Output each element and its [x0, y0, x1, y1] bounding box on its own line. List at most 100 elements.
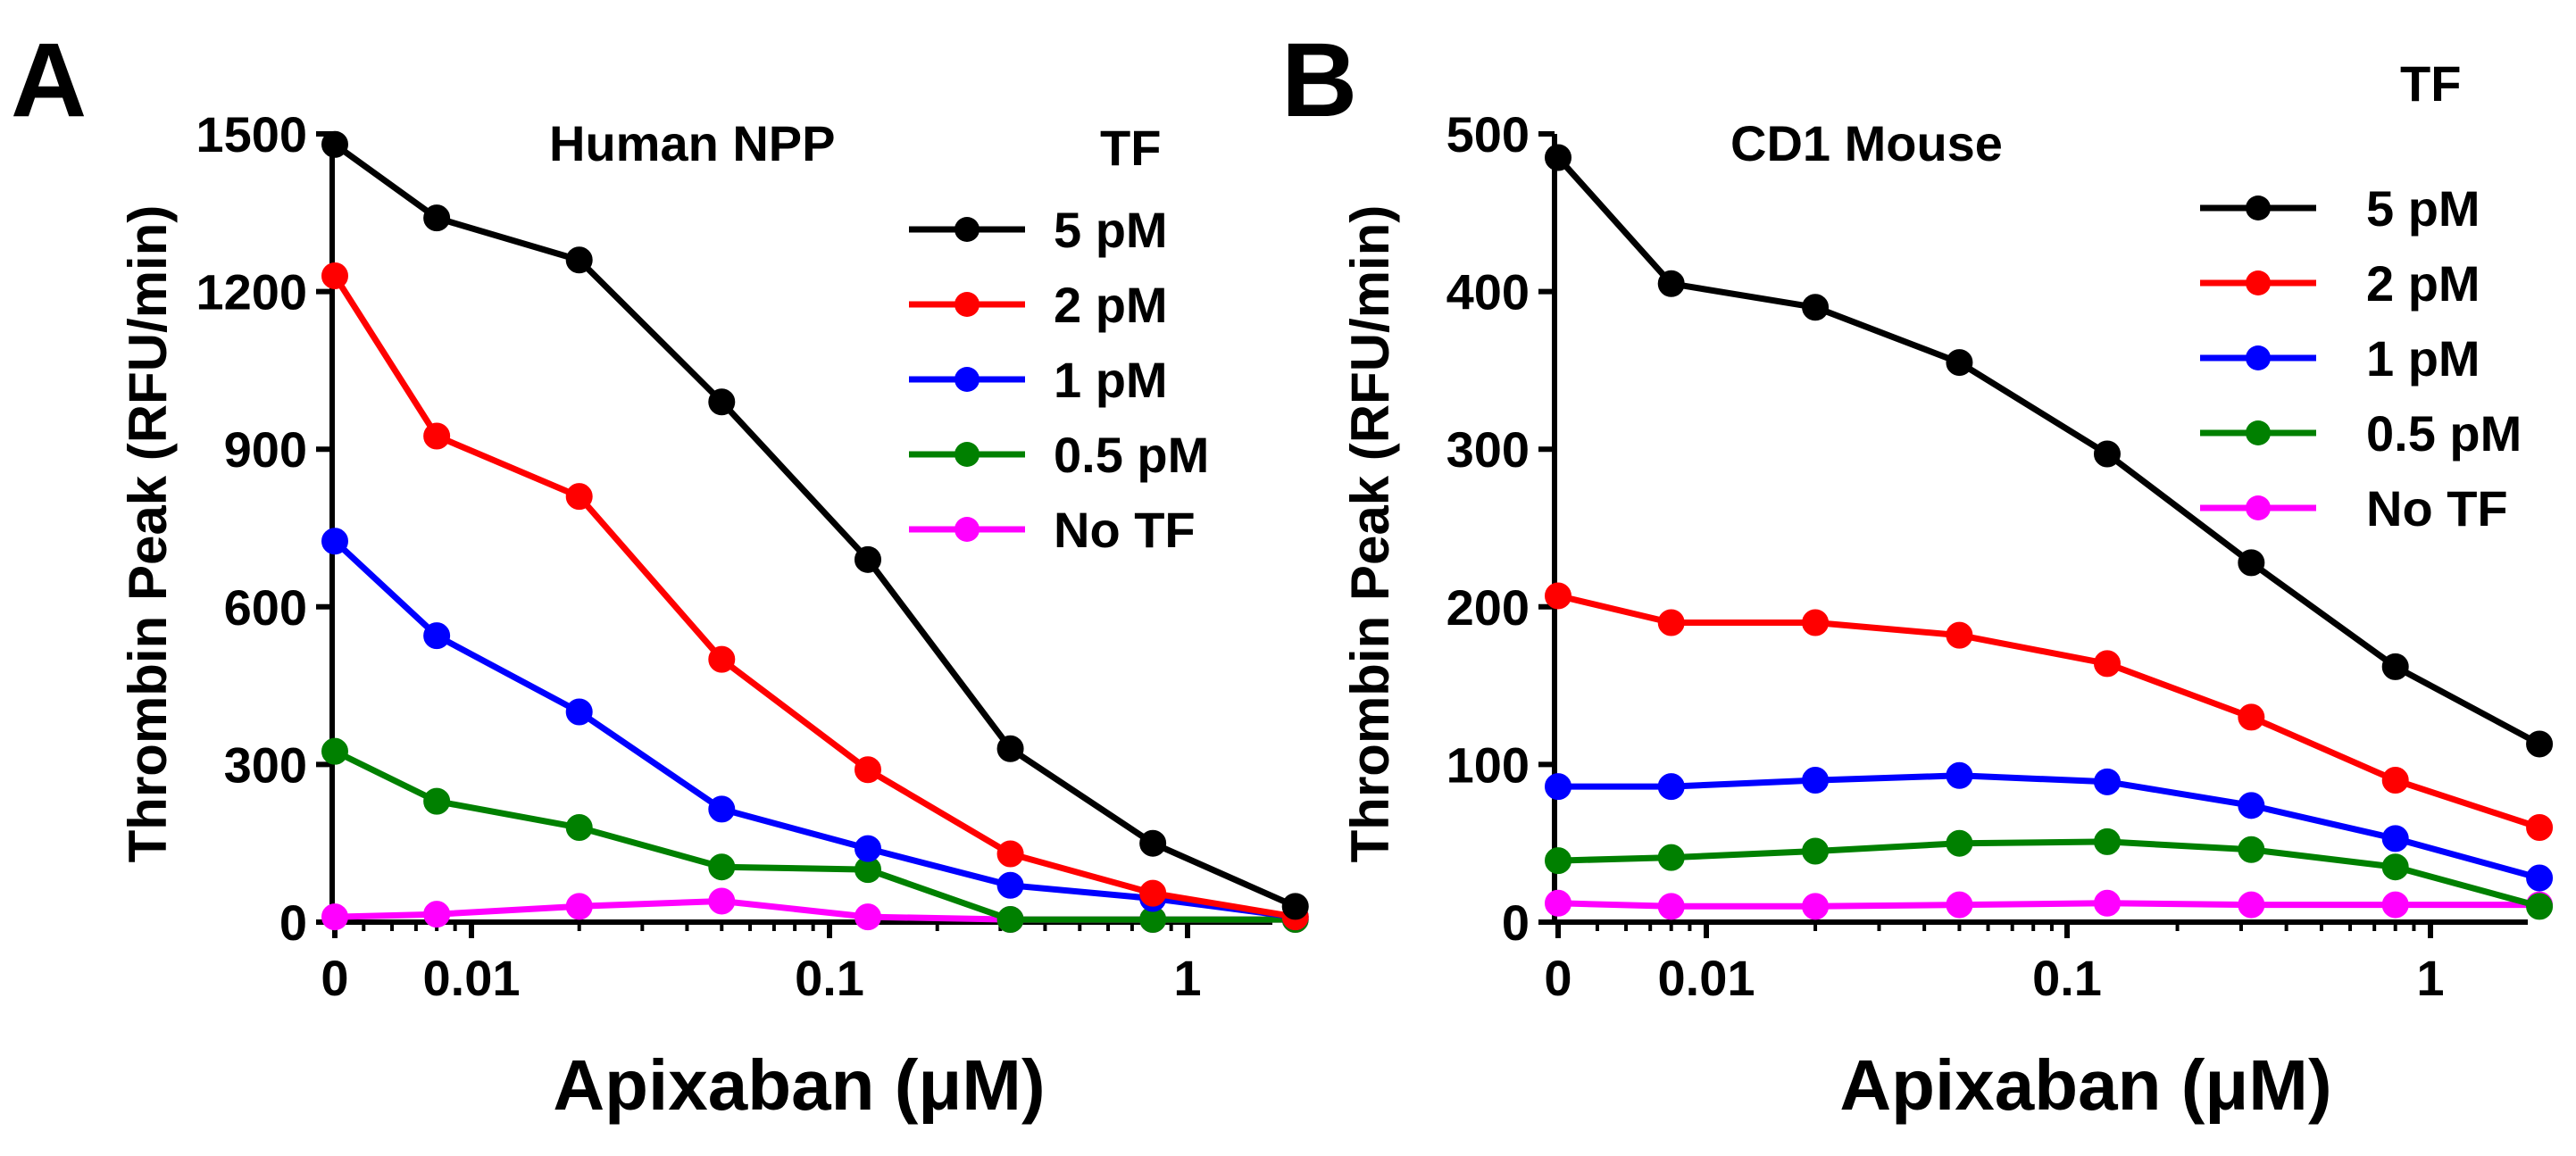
data-point	[2093, 440, 2121, 468]
legend-marker	[955, 517, 980, 542]
series-line	[1557, 838, 2541, 910]
data-point	[2526, 814, 2554, 842]
x-tick-label: 0	[1544, 950, 1571, 1006]
chart-title: Human NPP	[549, 115, 836, 171]
data-point	[565, 893, 593, 920]
data-point	[708, 388, 736, 416]
data-point	[321, 737, 348, 765]
data-point	[423, 622, 451, 650]
series-line	[1557, 592, 2541, 831]
data-point	[321, 903, 348, 931]
data-point	[1657, 844, 1685, 871]
data-point	[1802, 609, 1830, 636]
y-axis-label: Thrombin Peak (RFU/min)	[118, 205, 178, 863]
data-point	[996, 840, 1024, 868]
legend-label: No TF	[1054, 502, 1196, 558]
panel-letter: B	[1281, 21, 1357, 139]
data-point	[1545, 773, 1571, 801]
x-tick-label: 1	[2416, 950, 2444, 1006]
data-point	[1802, 893, 1830, 920]
data-point	[1657, 270, 1685, 297]
legend-marker	[2246, 195, 2271, 220]
data-point	[2238, 836, 2265, 863]
legend-label: No TF	[2366, 480, 2508, 536]
y-tick-label: 400	[1446, 264, 1530, 320]
data-point	[1802, 767, 1830, 794]
legend-label: 5 pM	[1054, 202, 1168, 258]
legend-marker	[955, 292, 980, 317]
x-axis-label: Apixaban (μM)	[1839, 1045, 2331, 1125]
data-point	[854, 545, 881, 573]
data-point	[1657, 773, 1685, 801]
series-group	[1545, 144, 2554, 920]
data-point	[321, 262, 348, 289]
data-point	[565, 246, 593, 274]
data-point	[2381, 853, 2409, 881]
data-point	[2093, 889, 2121, 917]
series-group	[321, 130, 1309, 934]
series-no-tf	[1545, 889, 2554, 920]
data-point	[2381, 653, 2409, 680]
data-point	[565, 814, 593, 842]
y-tick-label: 500	[1446, 106, 1530, 162]
y-tick-label: 200	[1446, 579, 1530, 636]
data-point	[708, 645, 736, 673]
data-point	[1946, 761, 1973, 789]
data-point	[1545, 144, 1571, 171]
legend: TF 5 pM 2 pM 1 pM 0.5 pM No TF	[2200, 55, 2522, 536]
data-point	[423, 422, 451, 450]
x-tick-label: 0.01	[1658, 950, 1755, 1006]
data-point	[1281, 893, 1309, 920]
data-point	[2238, 792, 2265, 819]
data-point	[423, 901, 451, 928]
legend-marker	[2246, 495, 2271, 520]
data-point	[1545, 582, 1571, 610]
legend-label: 2 pM	[2366, 255, 2480, 312]
legend-item: No TF	[2200, 480, 2508, 536]
data-point	[854, 903, 881, 931]
data-point	[565, 483, 593, 511]
data-point	[2238, 703, 2265, 731]
legend: TF 5 pM 2 pM 1 pM 0.5 pM No TF	[909, 120, 1209, 558]
data-point	[565, 698, 593, 726]
panel-letter: A	[11, 21, 87, 139]
data-point	[321, 130, 348, 158]
series-line	[333, 748, 1296, 923]
data-point	[2526, 730, 2554, 758]
data-point	[1802, 837, 1830, 865]
y-tick-label: 300	[224, 736, 307, 793]
data-point	[2381, 825, 2409, 852]
legend-marker	[2246, 345, 2271, 370]
legend-label: 1 pM	[1054, 352, 1168, 408]
y-tick-label: 600	[224, 579, 307, 636]
y-tick-label: 0	[279, 894, 307, 951]
legend-marker	[2246, 270, 2271, 295]
data-point	[2381, 767, 2409, 794]
y-axis-label: Thrombin Peak (RFU/min)	[1340, 205, 1400, 863]
panel-b: B CD1 Mouse 0 100 200 300 400 500 0 0.01 0.1 1 Throm…	[1281, 21, 2554, 1125]
legend-marker	[955, 367, 980, 392]
legend-item: 1 pM	[909, 352, 1168, 408]
series-line	[1555, 155, 2541, 747]
data-point	[1545, 847, 1571, 875]
series-5-pm	[1545, 144, 2554, 758]
data-point	[2093, 768, 2121, 795]
data-point	[1802, 294, 1830, 321]
series-0.5-pm	[321, 737, 1309, 934]
legend-item: No TF	[909, 502, 1196, 558]
x-tick-label: 0.01	[423, 950, 521, 1006]
panel-a: A Human NPP 0 300 600 900 1200 1500 0 0.01 0.1 1 Thr…	[11, 21, 1309, 1125]
data-point	[996, 871, 1024, 899]
x-tick-label: 0.1	[795, 950, 864, 1006]
series-line	[1558, 772, 2541, 881]
series-0.5-pm	[1545, 827, 2554, 920]
data-point	[2093, 650, 2121, 678]
series-line	[332, 141, 1297, 910]
x-tick-label: 0.1	[2032, 950, 2102, 1006]
series-line	[332, 538, 1296, 920]
legend-marker	[955, 217, 980, 242]
legend-item: 5 pM	[909, 202, 1168, 258]
series-line	[332, 274, 1296, 920]
data-point	[708, 795, 736, 823]
